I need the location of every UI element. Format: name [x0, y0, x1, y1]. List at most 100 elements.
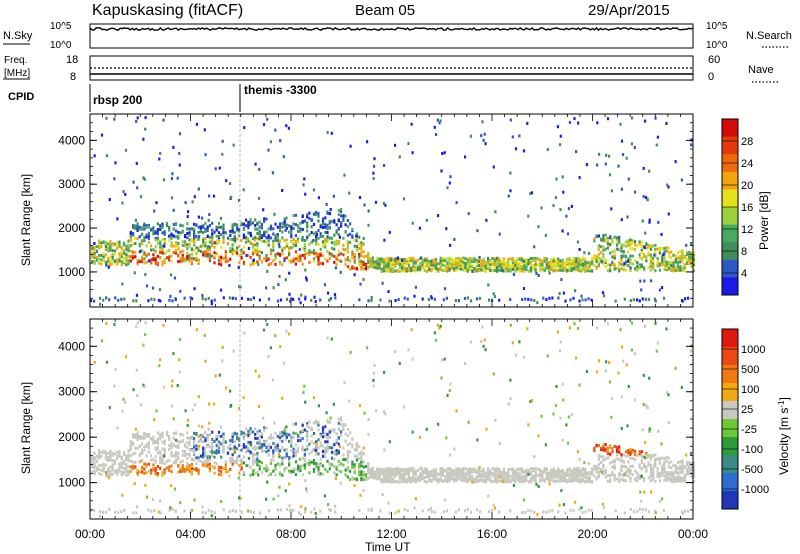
velocity-cell: [525, 475, 528, 479]
velocity-cell: [263, 467, 266, 471]
velocity-cell: [249, 429, 252, 433]
power-cell: [670, 256, 673, 260]
velocity-cell: [349, 431, 352, 435]
power-cell: [274, 253, 277, 257]
velocity-cell: [188, 454, 191, 458]
power-cell: [129, 249, 132, 253]
power-cell: [179, 289, 182, 293]
power-cell: [281, 248, 284, 252]
velocity-cell: [138, 454, 141, 458]
power-cell: [272, 244, 275, 248]
velocity-cell: [208, 469, 211, 473]
velocity-cell: [423, 471, 426, 475]
power-cell: [638, 299, 641, 303]
beam-title: Beam 05: [355, 2, 415, 19]
power-cell: [181, 254, 184, 257]
power-cell: [333, 242, 336, 246]
power-cell: [258, 257, 261, 261]
power-cell: [572, 257, 576, 261]
power-cell: [638, 242, 641, 246]
velocity-cell: [473, 477, 476, 481]
power-cell: [299, 256, 302, 260]
velocity-cell: [193, 449, 196, 453]
power-cell: [254, 235, 257, 239]
power-cell: [283, 257, 286, 261]
velocity-cell: [317, 438, 320, 442]
velocity-cell: [355, 458, 358, 462]
power-cell: [174, 297, 177, 301]
power-cell: [584, 269, 587, 273]
power-cell: [217, 235, 221, 238]
velocity-cell: [168, 466, 171, 470]
velocity-cell: [317, 466, 320, 470]
power-cell: [633, 190, 637, 194]
power-cell: [211, 241, 214, 245]
power-cell: [186, 243, 189, 247]
velocity-cell: [100, 468, 103, 472]
power-cell: [442, 298, 445, 302]
power-cell: [260, 236, 263, 240]
velocity-cell: [247, 433, 250, 437]
power-cell: [159, 256, 162, 260]
power-cell: [407, 266, 410, 270]
power-cell: [563, 266, 567, 270]
power-cell: [551, 296, 554, 300]
power-cell: [403, 296, 406, 300]
velocity-cell: [118, 469, 121, 473]
velocity-cell: [475, 475, 478, 479]
power-cell: [471, 257, 474, 261]
velocity-cell: [333, 443, 336, 447]
power-cell: [423, 257, 426, 261]
velocity-cell: [475, 469, 478, 473]
velocity-cell: [193, 467, 196, 471]
velocity-cell: [319, 462, 322, 466]
velocity-cell: [353, 454, 356, 458]
power-cell: [212, 194, 216, 198]
velocity-cell: [224, 440, 227, 444]
velocity-cell: [369, 475, 372, 479]
velocity-cell: [290, 469, 293, 473]
power-cell: [142, 176, 145, 180]
velocity-cell: [159, 461, 162, 464]
power-cell: [523, 269, 526, 273]
power-cell: [645, 259, 648, 263]
velocity-cell: [423, 469, 426, 473]
power-cell: [215, 239, 218, 243]
power-cell: [324, 239, 327, 243]
power-cell: [283, 220, 286, 224]
velocity-cell: [202, 455, 205, 459]
velocity-cell: [383, 470, 386, 474]
velocity-cell: [276, 448, 279, 452]
power-cell: [257, 263, 260, 266]
power-cell: [346, 256, 349, 260]
power-cell: [613, 267, 616, 271]
velocity-cell: [249, 450, 252, 454]
velocity-cell: [324, 440, 327, 444]
power-cell: [267, 239, 270, 243]
velocity-cell: [145, 442, 148, 446]
power-cell: [364, 264, 368, 267]
power-cell: [629, 246, 632, 250]
power-cell: [430, 263, 433, 267]
power-cell: [104, 245, 107, 249]
power-cell: [308, 216, 311, 220]
power-cell: [186, 247, 189, 251]
velocity-cell: [428, 478, 431, 481]
power-cell: [355, 248, 358, 252]
power-cell: [351, 255, 354, 259]
power-cell: [674, 254, 677, 258]
power-cell: [647, 251, 650, 255]
power-cell: [615, 243, 619, 247]
velocity-cell: [473, 467, 476, 471]
velocity-cell: [174, 461, 178, 465]
power-cell: [251, 237, 254, 241]
power-cell: [622, 263, 625, 267]
power-cell: [454, 299, 457, 303]
power-cell: [602, 294, 606, 298]
power-cell: [297, 240, 300, 244]
velocity-cell: [468, 467, 472, 471]
power-cell: [511, 135, 514, 139]
power-cell: [355, 232, 358, 236]
velocity-cell: [536, 467, 539, 471]
velocity-cell: [441, 479, 444, 483]
